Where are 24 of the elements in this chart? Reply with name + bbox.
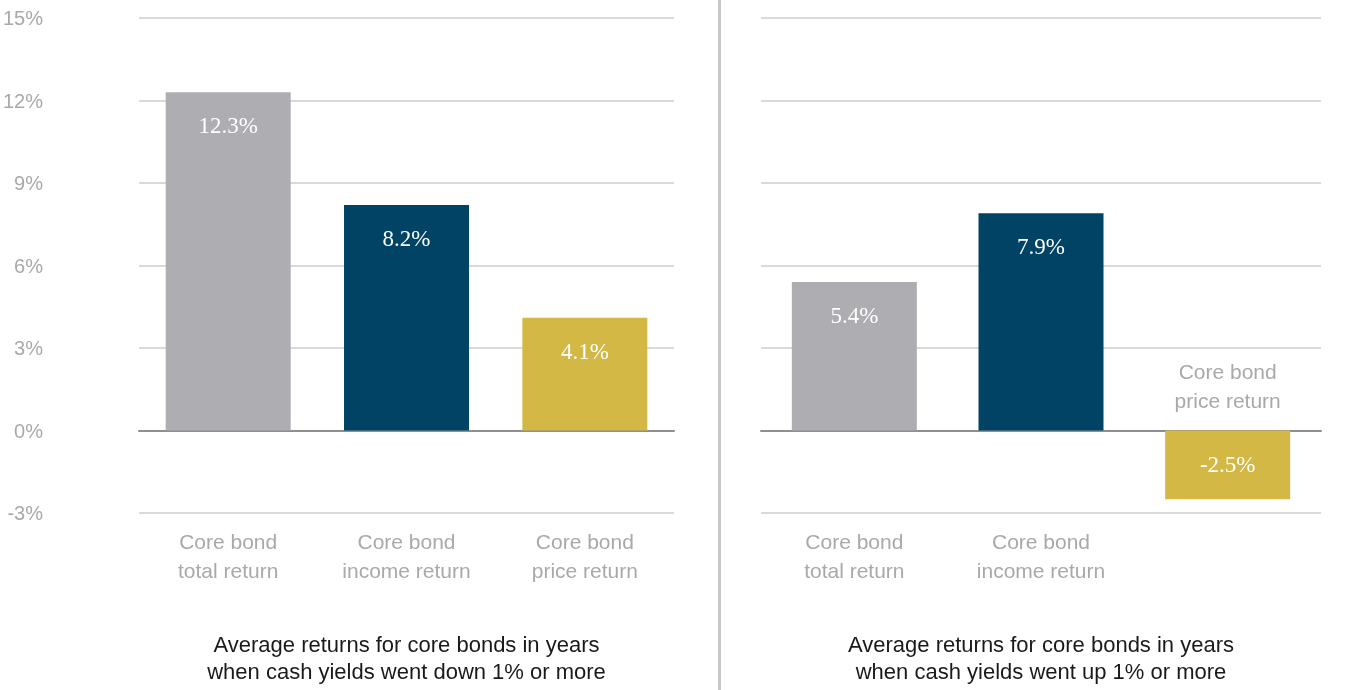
bar [344,205,470,431]
x-tick-label: Core bond income return [342,530,471,582]
x-axis-title: Average returns for core bonds in years when cash yields went up 1% or more [847,632,1235,684]
x-tick-label: Core bond price return [1174,360,1281,412]
y-tick-label: 12% [3,89,44,112]
data-label: 12.3% [198,113,258,139]
data-label: 8.2% [382,226,431,251]
y-tick-label: 0% [14,419,44,442]
bar [522,317,648,431]
data-label: 5.4% [830,303,879,328]
data-label: -2.5% [1199,451,1256,477]
x-axis-title: Average returns for core bonds in years when cash yields went down 1% or more [206,632,606,684]
x-tick-label: Core bond income return [976,530,1106,582]
bar [165,92,291,431]
y-tick-label: 3% [14,337,44,359]
x-tick-label: Core bond total return [804,530,905,582]
data-label: 4.1% [560,338,609,364]
x-tick-label: Core bond price return [531,530,638,582]
y-tick-label: 15% [3,7,44,29]
y-tick-label: 6% [14,254,44,277]
y-tick-label: -3% [7,502,44,524]
data-label: 7.9% [1017,234,1065,260]
x-tick-label: Core bond total return [178,530,279,582]
y-tick-label: 9% [14,172,44,194]
